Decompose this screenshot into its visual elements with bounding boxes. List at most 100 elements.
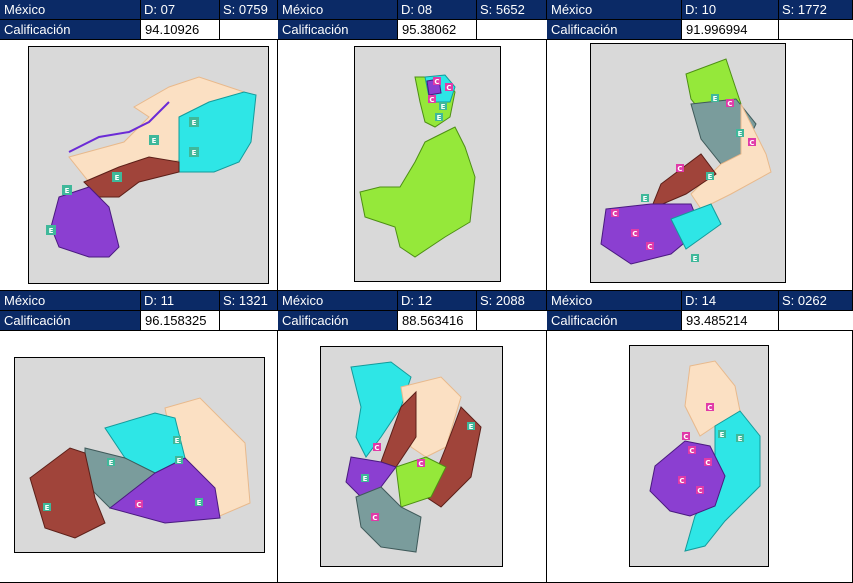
map-marker-e-icon: E E — [361, 422, 475, 483]
score-blank — [477, 20, 551, 39]
svg-text:E: E — [441, 103, 446, 111]
panel-d07: México D: 07 S: 0759 Calificación 94.109… — [0, 0, 282, 291]
panel-score-row: Calificación 96.158325 — [0, 311, 282, 331]
svg-text:C: C — [647, 243, 652, 251]
svg-text:C: C — [434, 78, 439, 86]
panel-d08: México D: 08 S: 5652 Calificación 95.380… — [278, 0, 551, 291]
svg-text:E: E — [693, 255, 698, 263]
country-label: México — [551, 293, 593, 308]
score-label: Calificación — [282, 313, 349, 328]
panel-d10: México D: 10 S: 1772 Calificación 91.996… — [547, 0, 853, 291]
section-label: S: 5652 — [480, 2, 525, 17]
svg-text:C: C — [612, 210, 617, 218]
svg-text:E: E — [708, 173, 713, 181]
district-label: D: 10 — [685, 2, 717, 17]
svg-text:C: C — [429, 96, 434, 104]
svg-text:E: E — [49, 227, 54, 235]
map-marker-c-icon: C C C C C C — [611, 99, 756, 251]
svg-text:C: C — [697, 487, 702, 495]
score-blank — [779, 311, 853, 330]
score-label: Calificación — [282, 22, 349, 37]
panel-score-row: Calificación 95.38062 — [278, 20, 551, 40]
svg-text:E: E — [437, 114, 442, 122]
score-blank — [477, 311, 551, 330]
svg-text:E: E — [720, 431, 725, 439]
panel-header-row: México D: 12 S: 2088 — [278, 291, 546, 311]
svg-text:E: E — [115, 174, 120, 182]
map-marker-e-icon: E E — [435, 102, 447, 122]
score-label: Calificación — [4, 22, 71, 37]
map-marker-c-icon: C C C C C C — [678, 403, 714, 495]
district-map-08: C C C E E — [354, 46, 501, 282]
score-label: Calificación — [4, 313, 71, 328]
svg-text:C: C — [418, 460, 423, 468]
score-value: 95.38062 — [398, 20, 480, 39]
score-blank — [220, 311, 282, 330]
panel-d12: México D: 12 S: 2088 Calificación 88.563… — [278, 291, 551, 583]
section-label: S: 0759 — [223, 2, 268, 17]
map-marker-e-icon: E E E E E E — [46, 117, 199, 235]
panel-header-row: México D: 08 S: 5652 — [278, 0, 546, 20]
score-value: 91.996994 — [682, 20, 782, 39]
svg-text:E: E — [192, 149, 197, 157]
panel-score-row: Calificación 94.10926 — [0, 20, 282, 40]
svg-text:C: C — [749, 139, 754, 147]
panel-score-row: Calificación 88.563416 — [278, 311, 551, 331]
svg-text:C: C — [705, 459, 710, 467]
svg-text:E: E — [192, 119, 197, 127]
map-marker-c-icon: C C C — [428, 77, 453, 104]
score-value: 94.10926 — [141, 20, 223, 39]
country-label: México — [4, 293, 46, 308]
district-map-14: C C C C C C E E — [629, 345, 769, 567]
svg-text:C: C — [374, 444, 379, 452]
panel-score-row: Calificación 91.996994 — [547, 20, 853, 40]
svg-text:C: C — [446, 84, 451, 92]
svg-text:E: E — [45, 504, 50, 512]
svg-text:E: E — [175, 437, 180, 445]
svg-text:E: E — [738, 435, 743, 443]
district-label: D: 08 — [401, 2, 433, 17]
score-label: Calificación — [551, 313, 618, 328]
score-value: 88.563416 — [398, 311, 480, 330]
svg-text:C: C — [679, 477, 684, 485]
district-map-10: C C C C C C E E E E E — [590, 43, 786, 283]
district-label: D: 14 — [685, 293, 717, 308]
district-map-12: C C C E E — [320, 346, 503, 567]
panel-d11: México D: 11 S: 1321 Calificación 96.158… — [0, 291, 282, 583]
svg-text:C: C — [136, 501, 141, 509]
svg-text:C: C — [707, 404, 712, 412]
svg-text:E: E — [643, 195, 648, 203]
country-label: México — [282, 2, 324, 17]
section-label: S: 1321 — [223, 293, 268, 308]
score-value: 93.485214 — [682, 311, 782, 330]
country-label: México — [282, 293, 324, 308]
map-marker-c-icon: C — [135, 500, 143, 509]
country-label: México — [551, 2, 593, 17]
panel-score-row: Calificación 93.485214 — [547, 311, 853, 331]
district-label: D: 12 — [401, 293, 433, 308]
svg-text:E: E — [713, 95, 718, 103]
svg-text:C: C — [683, 433, 688, 441]
score-blank — [779, 20, 853, 39]
svg-text:E: E — [152, 137, 157, 145]
svg-text:E: E — [65, 187, 70, 195]
map-marker-c-icon: C C C — [371, 443, 425, 522]
section-label: S: 1772 — [782, 2, 827, 17]
district-map-07: E E E E E E — [28, 46, 269, 284]
country-label: México — [4, 2, 46, 17]
svg-text:E: E — [363, 475, 368, 483]
svg-text:E: E — [109, 459, 114, 467]
panel-header-row: México D: 10 S: 1772 — [547, 0, 852, 20]
svg-text:E: E — [738, 130, 743, 138]
score-value: 96.158325 — [141, 311, 223, 330]
district-label: D: 11 — [144, 293, 175, 308]
panel-header-row: México D: 14 S: 0262 — [547, 291, 852, 311]
map-marker-e-icon: E E E E E — [43, 436, 203, 512]
svg-text:E: E — [197, 499, 202, 507]
svg-text:C: C — [372, 514, 377, 522]
district-label: D: 07 — [144, 2, 176, 17]
map-marker-e-icon: E E — [718, 430, 744, 443]
district-map-11: E E E E E C — [14, 357, 265, 553]
svg-text:C: C — [632, 230, 637, 238]
score-blank — [220, 20, 282, 39]
